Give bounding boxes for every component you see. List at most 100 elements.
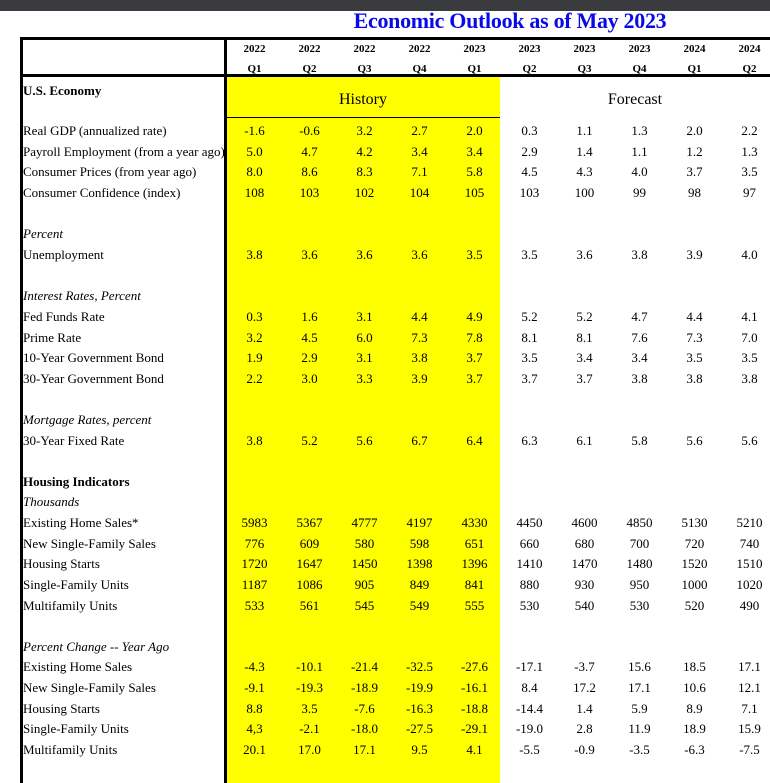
table-cell: 950 — [629, 577, 650, 592]
column-year: 2022 — [298, 43, 321, 55]
table-cell: 97 — [743, 185, 756, 200]
table-cell: 3.2 — [356, 123, 373, 138]
table-cell: -16.3 — [405, 701, 434, 716]
table-cell: 549 — [409, 598, 430, 613]
table-cell: 930 — [574, 577, 595, 592]
table-cell: 98 — [688, 185, 701, 200]
row-label: Fed Funds Rate — [23, 309, 105, 324]
table-cell: 17.1 — [738, 659, 761, 674]
table-cell: 17.1 — [353, 742, 376, 757]
table-cell: -14.4 — [515, 701, 544, 716]
table-cell: 7.8 — [466, 330, 483, 345]
column-quarter: Q4 — [412, 63, 427, 75]
row-label: 10-Year Government Bond — [23, 350, 164, 365]
table-cell: 3.7 — [466, 350, 483, 365]
table-cell: 8.9 — [686, 701, 703, 716]
table-cell: 5983 — [241, 515, 268, 530]
table-cell: 8.1 — [521, 330, 538, 345]
table-cell: 8.0 — [246, 164, 263, 179]
column-year: 2024 — [683, 43, 706, 55]
table-cell: 20.1 — [243, 742, 266, 757]
table-cell: 4.4 — [411, 309, 428, 324]
table-cell: 3.3 — [356, 371, 373, 386]
table-cell: 1720 — [241, 556, 268, 571]
table-cell: 3.8 — [411, 350, 428, 365]
table-cell: 8.4 — [521, 680, 538, 695]
forecast-label: Forecast — [607, 91, 663, 108]
column-quarter: Q1 — [467, 63, 482, 75]
row-label: Consumer Prices (from year ago) — [23, 164, 197, 179]
table-cell: 8.6 — [301, 164, 318, 179]
table-cell: 10.6 — [683, 680, 706, 695]
table-cell: 5.9 — [631, 701, 648, 716]
table-cell: -7.6 — [354, 701, 375, 716]
row-label: Consumer Confidence (index) — [23, 185, 181, 200]
table-cell: 651 — [464, 536, 485, 551]
table-cell: 6.1 — [576, 433, 593, 448]
table-cell: 17.2 — [573, 680, 596, 695]
row-label: 30-Year Government Bond — [23, 371, 164, 386]
table-top-border — [20, 37, 770, 40]
table-cell: 4.3 — [576, 164, 593, 179]
table-cell: 5.2 — [576, 309, 593, 324]
table-cell: 4600 — [571, 515, 598, 530]
table-cell: 3.5 — [521, 350, 538, 365]
table-cell: -27.6 — [460, 659, 489, 674]
table-cell: 100 — [574, 185, 595, 200]
table-cell: 1.4 — [576, 144, 593, 159]
table-cell: 4.7 — [631, 309, 648, 324]
table-cell: 8.1 — [576, 330, 593, 345]
table-cell: 1470 — [571, 556, 598, 571]
column-quarter: Q1 — [687, 63, 702, 75]
table-cell: 4.4 — [686, 309, 703, 324]
table-cell: 4197 — [406, 515, 433, 530]
section-heading: Thousands — [23, 494, 80, 509]
table-cell: 3.8 — [741, 371, 758, 386]
table-cell: 4,3 — [246, 721, 263, 736]
table-cell: 2.2 — [246, 371, 263, 386]
table-cell: 598 — [409, 536, 430, 551]
column-quarter: Q3 — [357, 63, 372, 75]
table-cell: 3.8 — [246, 433, 263, 448]
table-cell: 5.6 — [741, 433, 758, 448]
table-cell: 3.7 — [466, 371, 483, 386]
table-cell: 5.8 — [631, 433, 648, 448]
history-divider — [226, 117, 500, 118]
table-cell: 3.6 — [356, 247, 373, 262]
row-label: Payroll Employment (from a year ago) — [23, 144, 225, 159]
table-cell: 740 — [739, 536, 760, 551]
table-cell: 4.5 — [521, 164, 538, 179]
table-cell: 1450 — [351, 556, 378, 571]
table-cell: 7.1 — [741, 701, 758, 716]
row-label: Single-Family Units — [23, 577, 129, 592]
table-cell: -6.3 — [684, 742, 705, 757]
table-cell: 5367 — [296, 515, 323, 530]
table-cell: 660 — [519, 536, 540, 551]
table-cell: 1187 — [241, 577, 268, 592]
column-quarter: Q4 — [632, 63, 647, 75]
row-label: Prime Rate — [23, 330, 82, 345]
table-cell: 8.8 — [246, 701, 263, 716]
table-cell: 849 — [409, 577, 430, 592]
row-label: New Single-Family Sales — [23, 680, 156, 695]
table-cell: 18.9 — [683, 721, 706, 736]
table-cell: -2.1 — [299, 721, 320, 736]
table-cell: 5.8 — [466, 164, 483, 179]
table-cell: 3.4 — [576, 350, 593, 365]
table-cell: 530 — [519, 598, 540, 613]
table-cell: -1.6 — [244, 123, 265, 138]
row-label: Multifamily Units — [23, 742, 118, 757]
table-cell: 555 — [464, 598, 485, 613]
table-cell: 99 — [633, 185, 646, 200]
table-cell: 3.5 — [466, 247, 483, 262]
row-label: Unemployment — [23, 247, 104, 262]
table-cell: 5.0 — [246, 144, 263, 159]
table-cell: 2.2 — [741, 123, 758, 138]
table-cell: 5.6 — [686, 433, 703, 448]
column-year: 2023 — [628, 43, 651, 55]
table-cell: 1086 — [296, 577, 323, 592]
table-cell: 3.4 — [411, 144, 428, 159]
table-cell: 6.7 — [411, 433, 428, 448]
table-cell: 2.9 — [301, 350, 318, 365]
table-cell: 0.3 — [246, 309, 263, 324]
